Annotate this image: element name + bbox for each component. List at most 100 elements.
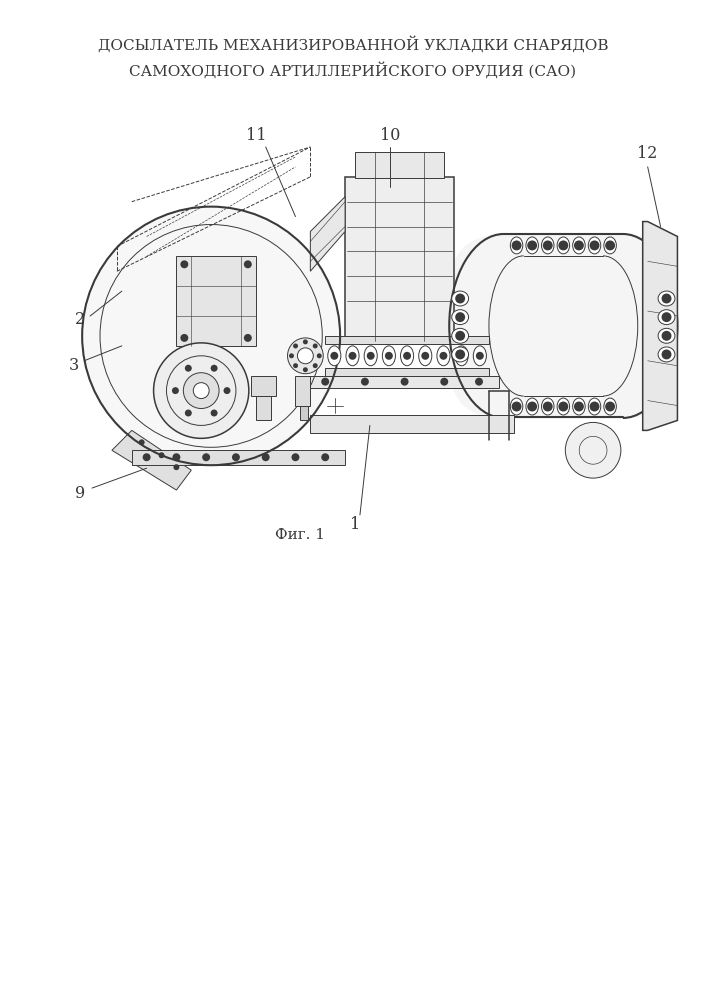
Ellipse shape — [473, 346, 486, 366]
Circle shape — [349, 352, 356, 360]
Circle shape — [662, 331, 672, 341]
Circle shape — [317, 353, 322, 358]
Circle shape — [173, 464, 180, 470]
Bar — [345, 177, 454, 341]
Ellipse shape — [658, 347, 675, 362]
Circle shape — [361, 378, 369, 386]
Circle shape — [293, 363, 298, 368]
Bar — [300, 406, 308, 420]
Circle shape — [574, 240, 584, 250]
Circle shape — [158, 452, 165, 458]
Ellipse shape — [658, 328, 675, 343]
Bar — [251, 376, 276, 396]
Circle shape — [139, 439, 145, 445]
Circle shape — [662, 349, 672, 359]
Polygon shape — [643, 222, 677, 430]
Circle shape — [512, 402, 522, 411]
Circle shape — [605, 402, 615, 411]
Ellipse shape — [510, 237, 522, 254]
Circle shape — [590, 240, 600, 250]
Ellipse shape — [364, 346, 378, 366]
Circle shape — [288, 338, 323, 374]
Circle shape — [385, 352, 393, 360]
Ellipse shape — [526, 237, 539, 254]
Text: САМОХОДНОГО АРТИЛЛЕРИЙСКОГО ОРУДИЯ (САО): САМОХОДНОГО АРТИЛЛЕРИЙСКОГО ОРУДИЯ (САО) — [129, 62, 577, 79]
Circle shape — [303, 339, 308, 344]
Ellipse shape — [401, 346, 414, 366]
Circle shape — [289, 353, 294, 358]
Circle shape — [321, 378, 329, 386]
Circle shape — [180, 334, 188, 342]
Text: 2: 2 — [75, 311, 86, 328]
Circle shape — [662, 294, 672, 303]
Polygon shape — [310, 197, 345, 271]
Text: Фиг. 1: Фиг. 1 — [276, 528, 325, 542]
Bar — [256, 396, 271, 420]
Circle shape — [367, 352, 375, 360]
Circle shape — [455, 312, 465, 322]
Ellipse shape — [604, 237, 617, 254]
Circle shape — [475, 378, 483, 386]
Circle shape — [291, 453, 300, 461]
Circle shape — [262, 453, 269, 461]
Circle shape — [185, 365, 192, 372]
Bar — [296, 376, 310, 406]
Circle shape — [455, 331, 465, 341]
Bar — [310, 415, 514, 433]
Circle shape — [180, 260, 188, 268]
Ellipse shape — [452, 310, 469, 325]
Circle shape — [574, 402, 584, 411]
Circle shape — [312, 363, 317, 368]
Bar — [325, 368, 489, 376]
Text: 12: 12 — [638, 145, 658, 162]
Ellipse shape — [604, 398, 617, 415]
Circle shape — [543, 402, 553, 411]
Circle shape — [183, 373, 219, 409]
Circle shape — [662, 312, 672, 322]
Bar — [305, 376, 499, 388]
Circle shape — [244, 334, 252, 342]
Circle shape — [83, 208, 339, 464]
Ellipse shape — [557, 237, 570, 254]
Circle shape — [303, 367, 308, 372]
Circle shape — [455, 349, 465, 359]
Ellipse shape — [452, 328, 469, 343]
Circle shape — [421, 352, 429, 360]
Text: ДОСЫЛАТЕЛЬ МЕХАНИЗИРОВАННОЙ УКЛАДКИ СНАРЯДОВ: ДОСЫЛАТЕЛЬ МЕХАНИЗИРОВАННОЙ УКЛАДКИ СНАР… — [98, 36, 608, 53]
Circle shape — [232, 453, 240, 461]
Circle shape — [440, 352, 448, 360]
Ellipse shape — [526, 398, 539, 415]
Circle shape — [293, 343, 298, 348]
Ellipse shape — [573, 237, 585, 254]
Text: 3: 3 — [69, 357, 79, 374]
Circle shape — [527, 402, 537, 411]
Ellipse shape — [542, 398, 554, 415]
Circle shape — [312, 343, 317, 348]
Circle shape — [566, 422, 621, 478]
Text: 9: 9 — [75, 485, 86, 502]
Circle shape — [401, 378, 409, 386]
Bar — [132, 450, 345, 465]
Text: 10: 10 — [380, 127, 400, 144]
Bar — [355, 152, 444, 178]
Circle shape — [527, 240, 537, 250]
Circle shape — [202, 453, 210, 461]
Ellipse shape — [452, 347, 469, 362]
Circle shape — [172, 387, 179, 394]
Polygon shape — [112, 430, 192, 490]
Ellipse shape — [510, 398, 522, 415]
Circle shape — [457, 352, 466, 360]
Circle shape — [185, 410, 192, 416]
Circle shape — [298, 348, 313, 364]
Circle shape — [543, 240, 553, 250]
Circle shape — [211, 410, 218, 416]
Circle shape — [476, 352, 484, 360]
Circle shape — [605, 240, 615, 250]
Ellipse shape — [382, 346, 395, 366]
Ellipse shape — [542, 237, 554, 254]
Ellipse shape — [658, 310, 675, 325]
Circle shape — [559, 402, 568, 411]
Ellipse shape — [455, 346, 468, 366]
FancyBboxPatch shape — [449, 234, 677, 418]
Circle shape — [590, 402, 600, 411]
